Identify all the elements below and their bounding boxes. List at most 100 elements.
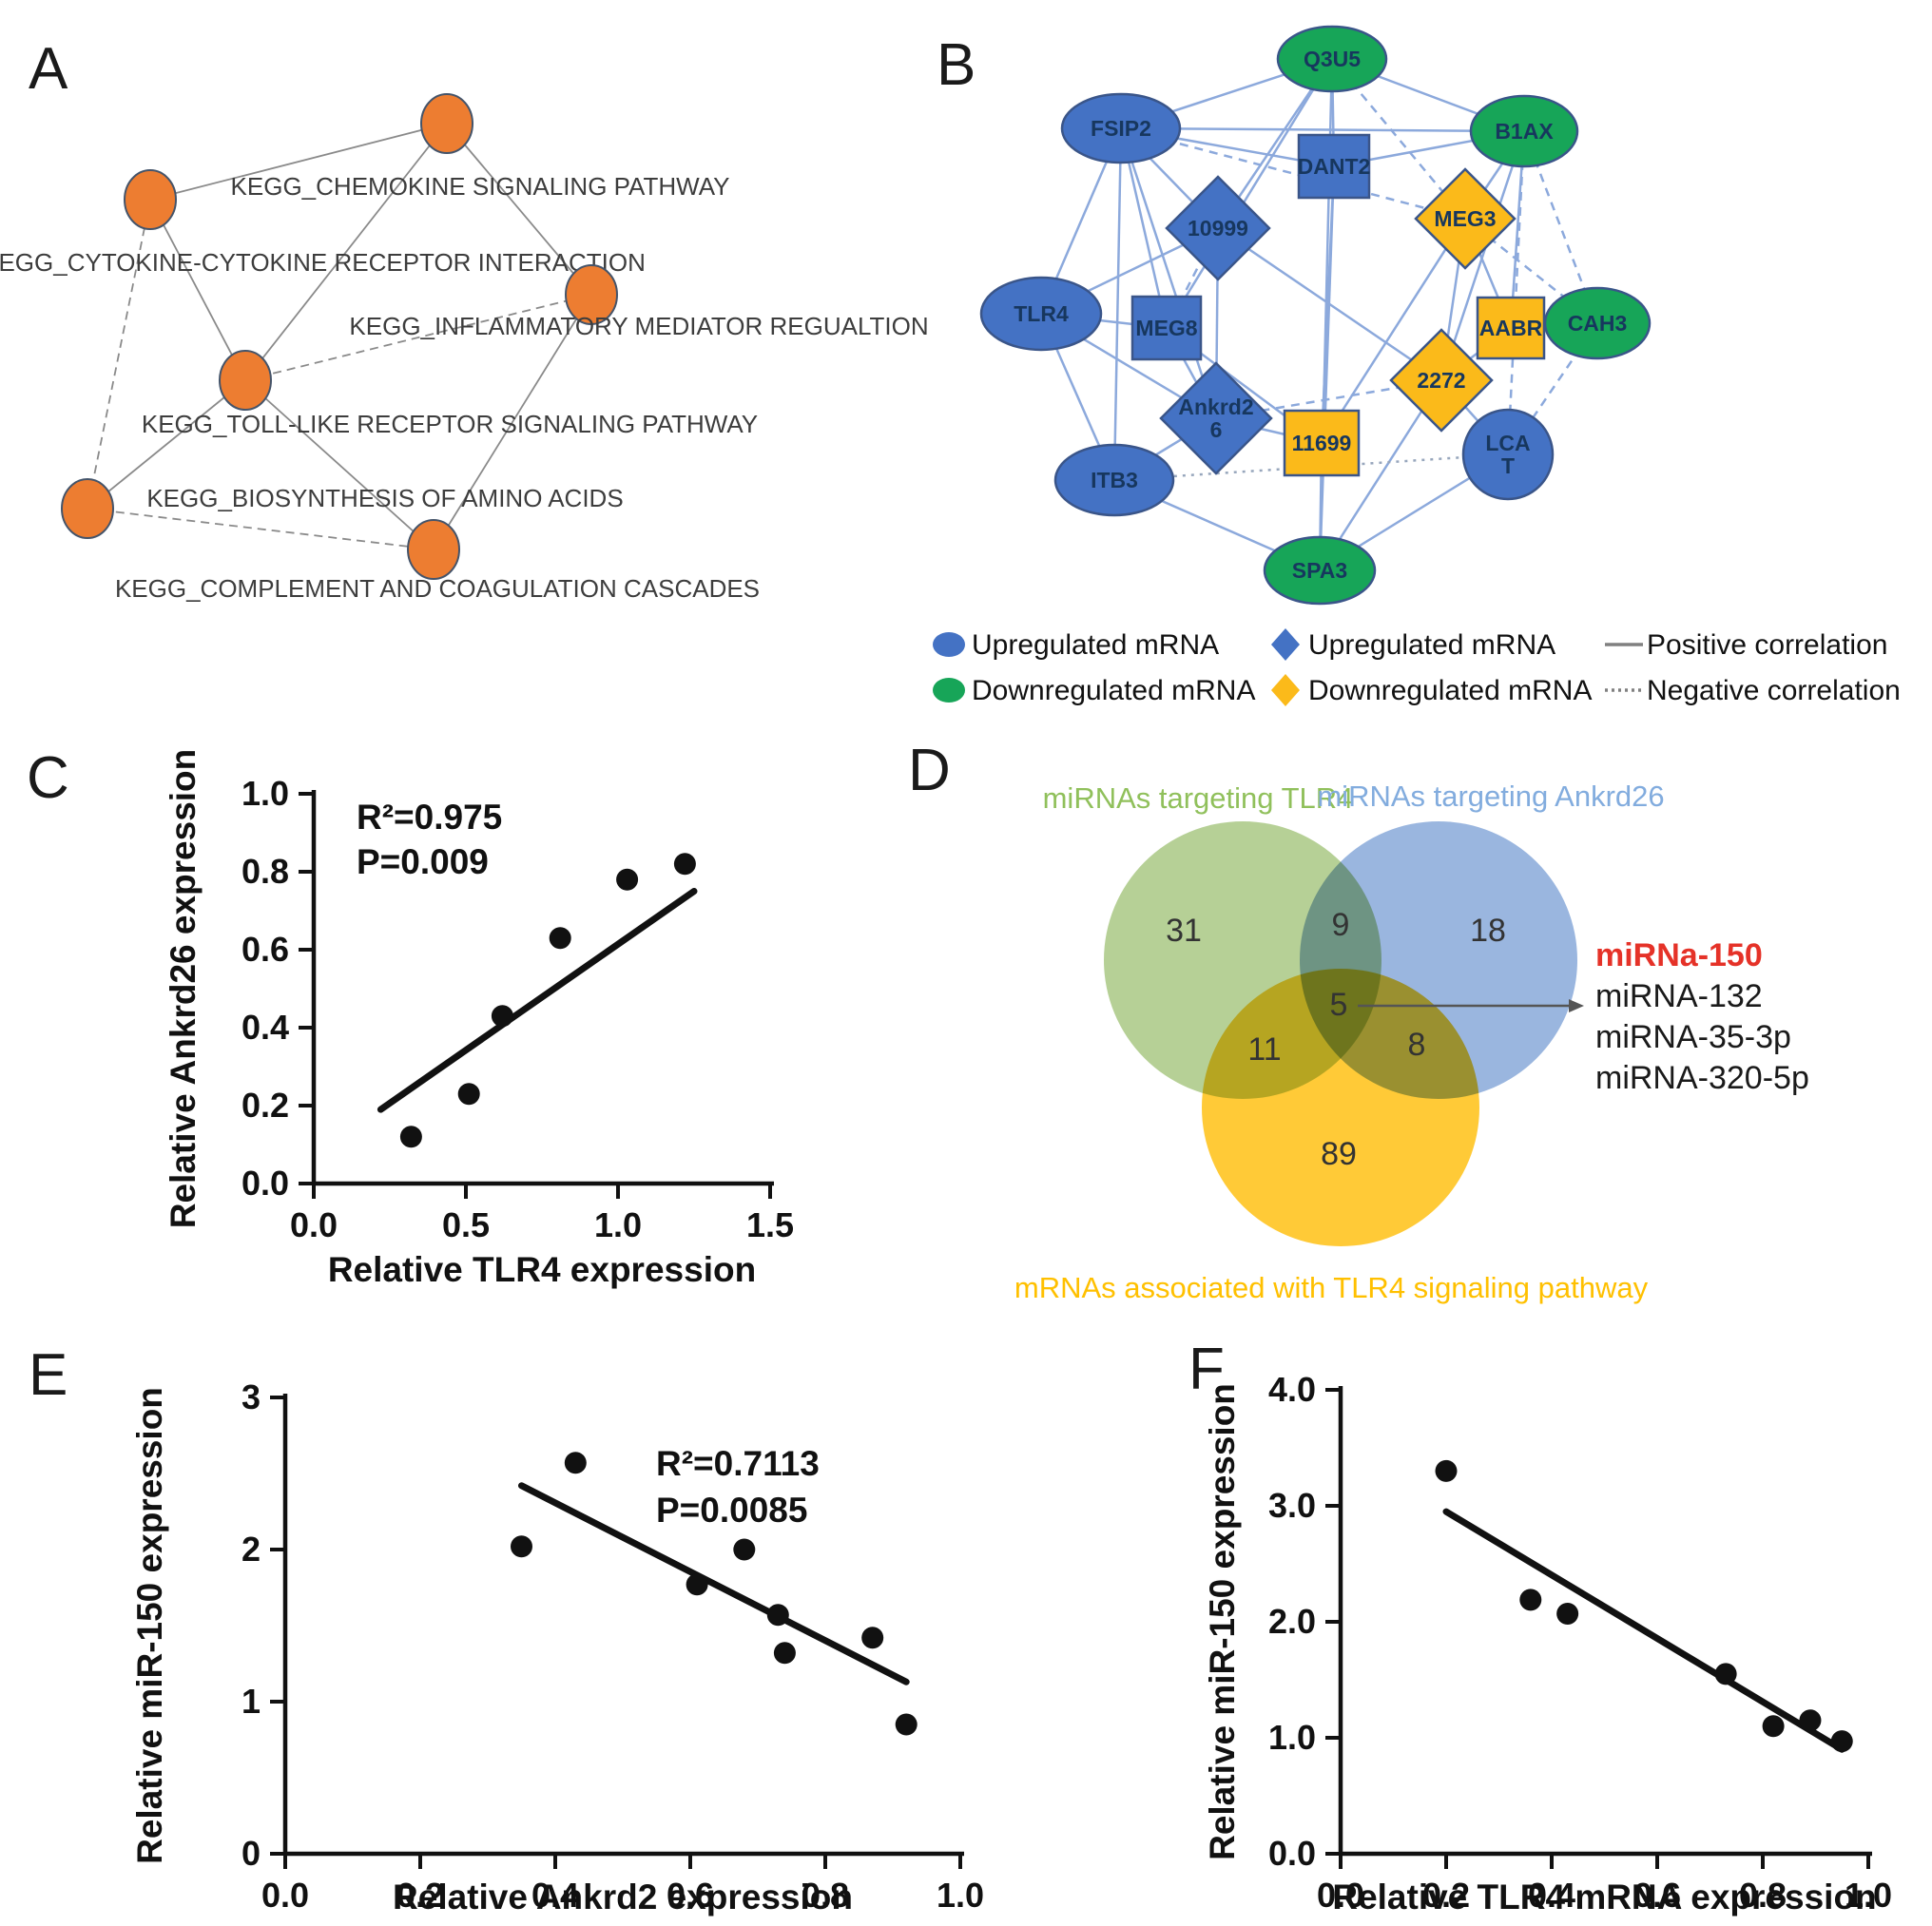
pathway-node-complement <box>407 519 460 580</box>
pathway-label-complement: KEGG_COMPLEMENT AND COAGULATION CASCADES <box>115 574 760 603</box>
svg-text:CAH3: CAH3 <box>1568 311 1628 336</box>
legend-item: Upregulated mRNA <box>933 629 1219 661</box>
y-tick-label: 3.0 <box>1268 1486 1316 1525</box>
x-tick-label: 1.5 <box>746 1205 794 1244</box>
gene-node-lcat: LCA T <box>1461 408 1555 501</box>
gene-edge-dashed <box>1506 130 1526 455</box>
stats-annotation: R²=0.7113 <box>656 1444 820 1483</box>
gene-node-q3u5: Q3U5 <box>1276 25 1388 93</box>
data-point <box>491 1005 513 1028</box>
venn-callout-mirna: miRNA-320-5p <box>1595 1060 1809 1096</box>
legend-label: Downregulated mRNA <box>1308 675 1592 706</box>
y-tick-label: 0.4 <box>242 1008 289 1047</box>
venn-callout-mirna: miRNA-35-3p <box>1595 1019 1791 1055</box>
data-point <box>1519 1589 1542 1611</box>
svg-text:B1AX: B1AX <box>1495 119 1554 144</box>
stats-annotation: P=0.0085 <box>656 1491 807 1530</box>
venn-label-ankrd26: miRNAs targeting Ankrd26 <box>1317 780 1664 813</box>
panel-e-letter: E <box>29 1342 68 1408</box>
gene-edge-solid <box>1217 226 1442 382</box>
x-tick-label: 1.0 <box>937 1876 984 1915</box>
x-tick-label: 0.2 <box>396 1876 444 1915</box>
gene-node-fsip2: FSIP2 <box>1060 92 1182 164</box>
x-axis-label: Relative TLR4 expression <box>328 1250 756 1289</box>
y-tick-label: 0.6 <box>242 930 289 969</box>
venn-label-pathway: mRNAs associated with TLR4 signaling pat… <box>1014 1271 1649 1304</box>
gene-node-spa3: SPA3 <box>1263 535 1377 606</box>
gene-edge-solid <box>1120 126 1525 133</box>
data-point <box>1714 1663 1737 1685</box>
svg-text:10999: 10999 <box>1188 216 1248 241</box>
x-tick-label: 0.8 <box>1739 1876 1787 1915</box>
venn-circle-pathway <box>1202 969 1479 1246</box>
pathway-label-cytokine: KEGG_CYTOKINE-CYTOKINE RECEPTOR INTERACT… <box>0 248 646 277</box>
data-point <box>1556 1602 1579 1625</box>
data-point <box>686 1573 708 1596</box>
pathway-edge <box>244 123 448 381</box>
y-tick-label: 2.0 <box>1268 1602 1316 1641</box>
pathway-edge <box>149 123 448 201</box>
data-point <box>1435 1459 1458 1482</box>
data-point <box>457 1083 480 1106</box>
data-point <box>1762 1715 1785 1738</box>
gene-node-meg3: MEG3 <box>1414 167 1517 270</box>
x-tick-label: 0.5 <box>442 1205 490 1244</box>
venn-count-ankrd26_only: 18 <box>1470 913 1506 949</box>
trendline <box>1442 1508 1845 1753</box>
venn-count-center: 5 <box>1330 987 1348 1023</box>
pathway-label-chemokine: KEGG_CHEMOKINE SIGNALING PATHWAY <box>231 172 730 201</box>
venn-count-tlr4_pathway: 11 <box>1247 1031 1281 1068</box>
diamond-icon <box>1271 628 1300 661</box>
svg-text:TLR4: TLR4 <box>1014 301 1069 326</box>
legend-label: Negative correlation <box>1647 675 1901 706</box>
data-point <box>861 1627 884 1649</box>
panel-d-letter: D <box>908 738 951 803</box>
y-tick-label: 1.0 <box>1268 1718 1316 1757</box>
arrowhead-icon <box>1569 999 1584 1012</box>
stats-annotation: P=0.009 <box>357 842 489 881</box>
svg-text:DANT2: DANT2 <box>1298 154 1371 179</box>
data-point <box>766 1604 789 1627</box>
upregulated-ellipse-icon <box>933 632 965 657</box>
pathway-node-toll <box>219 350 272 411</box>
x-tick-label: 0.4 <box>1528 1876 1575 1915</box>
gene-node-itb3: ITB3 <box>1053 443 1175 517</box>
downregulated-ellipse-icon <box>933 678 965 703</box>
pathway-edge <box>446 123 592 296</box>
data-point <box>549 927 571 950</box>
svg-text:11699: 11699 <box>1292 431 1352 455</box>
panel-f-scatter: 0.0 0.2 0.4 0.6 0.8 1.0 0.0 1.0 2.0 3.0 4.0 Relativ… <box>1203 1370 1892 1916</box>
pathway-edge <box>433 294 592 550</box>
diamond-icon <box>1271 674 1300 706</box>
panel-b-letter: B <box>937 32 976 98</box>
pathway-node-chemokine <box>420 93 473 154</box>
y-tick-label: 0.0 <box>242 1164 289 1203</box>
y-axis-label: Relative Ankrd26 expression <box>164 749 203 1229</box>
gene-node-ankrd26: Ankrd2 6 <box>1159 361 1273 475</box>
venn-count-ankrd26_pathway: 8 <box>1408 1027 1426 1063</box>
data-point <box>399 1126 422 1148</box>
gene-node-b1ax: B1AX <box>1469 94 1579 168</box>
panel-b-legend: Upregulated mRNA Upregulated mRNA Positive… <box>933 628 1901 706</box>
panel-a-letter: A <box>29 36 68 102</box>
trendline <box>377 888 698 1113</box>
pathway-node-inflammatory <box>565 264 618 325</box>
y-tick-label: 0.8 <box>242 852 289 891</box>
svg-text:ITB3: ITB3 <box>1091 468 1138 492</box>
svg-text:SPA3: SPA3 <box>1292 558 1347 583</box>
trendline <box>518 1482 910 1685</box>
data-point <box>733 1538 756 1561</box>
y-tick-label: 0.0 <box>1268 1834 1316 1873</box>
gene-edge-solid <box>1439 130 1526 381</box>
gene-edge-solid <box>1119 127 1218 419</box>
gene-node-n10999: 10999 <box>1165 175 1271 281</box>
y-axis-label: Relative miR-150 expression <box>1203 1383 1242 1860</box>
pathway-node-cytokine <box>124 169 177 230</box>
x-tick-label: 0.4 <box>531 1876 579 1915</box>
gene-node-tlr4: TLR4 <box>979 276 1103 352</box>
panel-c-letter: C <box>27 745 69 811</box>
x-tick-label: 0.8 <box>802 1876 849 1915</box>
panel-c-scatter: 0.0 0.5 1.0 1.5 0.0 0.2 0.4 0.6 0.8 1.0 Relative T… <box>164 749 794 1289</box>
venn-label-tlr4: miRNAs targeting TLR4 <box>1043 781 1354 815</box>
